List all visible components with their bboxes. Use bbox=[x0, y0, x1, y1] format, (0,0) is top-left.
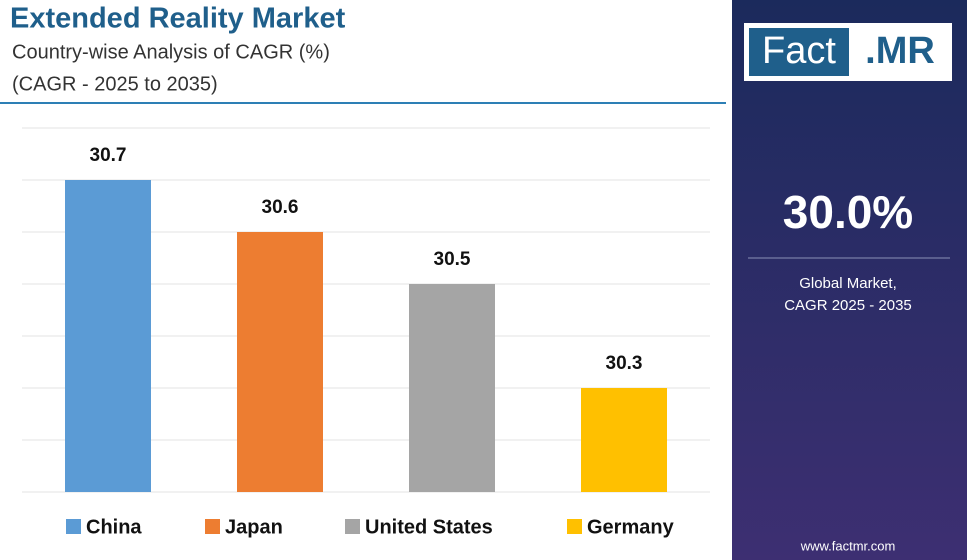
bar bbox=[237, 232, 323, 492]
legend-label: Germany bbox=[587, 516, 675, 538]
bar bbox=[65, 180, 151, 492]
legend-swatch bbox=[345, 519, 360, 534]
legend-label: United States bbox=[365, 516, 493, 538]
data-label: 30.5 bbox=[434, 249, 471, 270]
logo-text: .MR bbox=[865, 30, 935, 72]
data-label: 30.6 bbox=[262, 197, 299, 218]
caption: Global Market, bbox=[799, 275, 897, 292]
subtitle: (CAGR - 2025 to 2035) bbox=[12, 73, 218, 95]
chart-title: Extended Reality Market bbox=[10, 3, 346, 35]
data-label: 30.3 bbox=[606, 353, 643, 374]
data-label: 30.7 bbox=[90, 145, 127, 166]
side-panel bbox=[732, 0, 967, 560]
url: www.factmr.com bbox=[800, 538, 896, 553]
legend-swatch bbox=[567, 519, 582, 534]
plot: 30.7 30.6 30.5 30.3 bbox=[65, 145, 667, 492]
legend-label: China bbox=[86, 516, 142, 538]
legend-swatch bbox=[205, 519, 220, 534]
bar bbox=[581, 388, 667, 492]
legend-swatch bbox=[66, 519, 81, 534]
bar bbox=[409, 284, 495, 492]
legend: China Japan United States Germany bbox=[66, 516, 675, 538]
logo-text: Fact bbox=[762, 30, 836, 72]
logo-left-box bbox=[749, 28, 849, 76]
caption: CAGR 2025 - 2035 bbox=[784, 297, 912, 314]
legend-label: Japan bbox=[225, 516, 283, 538]
subtitle: Country-wise Analysis of CAGR (%) bbox=[12, 41, 330, 63]
headline-value: 30.0% bbox=[783, 186, 913, 238]
